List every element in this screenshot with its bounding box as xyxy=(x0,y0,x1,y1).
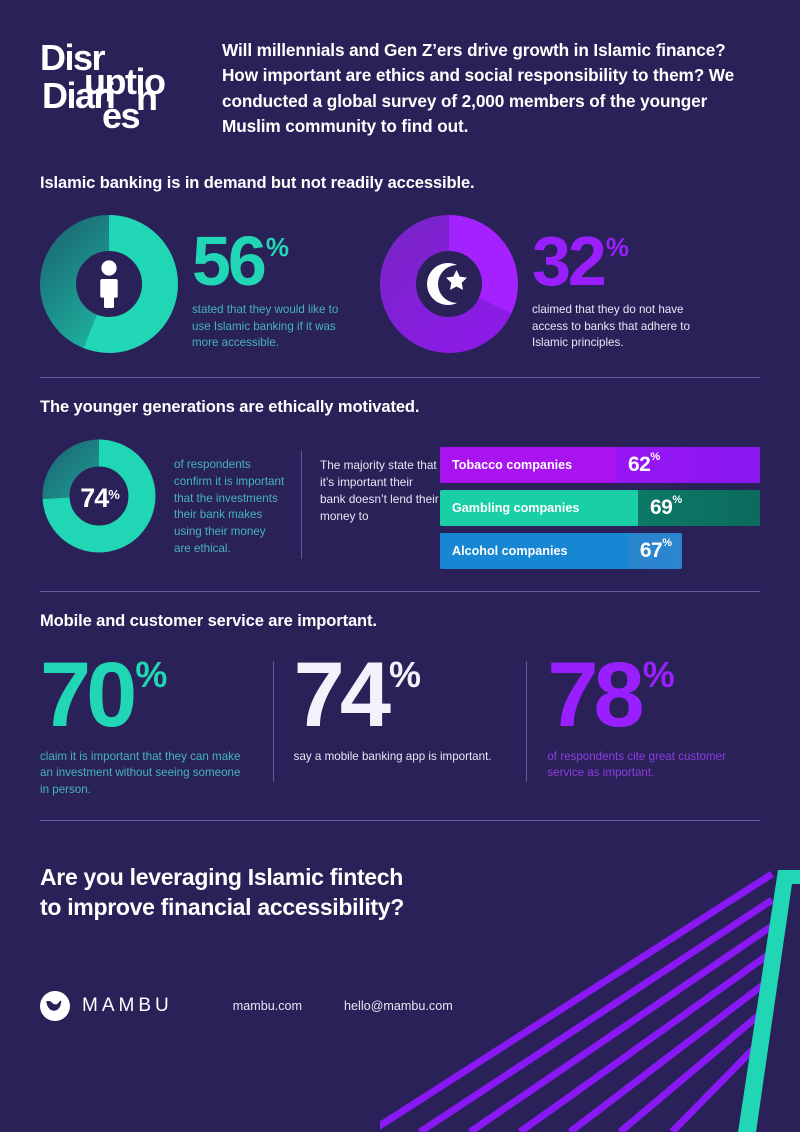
intro-paragraph: Will millennials and Gen Z’ers drive gro… xyxy=(222,40,735,137)
bar-value-tobacco: 62 % xyxy=(616,447,760,483)
stat-card-74b: 74 % say a mobile banking app is importa… xyxy=(293,644,507,798)
donut-chart-32 xyxy=(380,215,518,353)
section3-vertical-rule-1 xyxy=(272,661,274,782)
bar-value-number-tobacco: 62 xyxy=(628,453,651,476)
stat-74b-number: 74 xyxy=(293,644,391,746)
divider-1 xyxy=(40,377,760,378)
donut-74-caption: of respondents confirm it is important t… xyxy=(174,458,285,555)
bar-row-gambling: Gambling companies 69 % xyxy=(440,490,760,526)
divider-2 xyxy=(40,591,760,592)
section3-stats: 70 % claim it is important that they can… xyxy=(0,644,800,798)
bar-value-sign-tobacco: % xyxy=(650,451,661,463)
section2-heading: The younger generations are ethically mo… xyxy=(40,398,420,416)
section2-lead-in: The majority state that it’s important t… xyxy=(320,458,439,524)
donut-chart-74: 74 % xyxy=(40,437,160,560)
stat-32-caption: claimed that they do not have access to … xyxy=(532,303,690,350)
bar-value-sign-gambling: % xyxy=(672,494,683,506)
stat-74b-value-group: 74 % xyxy=(293,644,507,746)
donut-74-number: 74 xyxy=(80,483,109,513)
website-link[interactable]: mambu.com xyxy=(232,998,303,1013)
bar-value-sign-alcohol: % xyxy=(662,537,672,549)
donut-74-label: 74 % xyxy=(40,437,160,560)
disruption-diaries-logo: Disr uptio n Diari es xyxy=(40,28,200,140)
stat-card-70: 70 % claim it is important that they can… xyxy=(40,644,253,798)
stat-32-value-group: 32 % xyxy=(532,222,692,300)
stat-32-side: 32 % claimed that they do not have acces… xyxy=(518,215,692,352)
stat-32-number: 32 xyxy=(532,222,607,300)
section1-heading: Islamic banking is in demand but not rea… xyxy=(40,174,475,192)
bar-label-tobacco: Tobacco companies xyxy=(440,447,616,483)
mambu-wordmark: MAMBU xyxy=(82,994,173,1016)
section2-vertical-rule xyxy=(301,451,302,559)
stat-78-percent-sign: % xyxy=(642,654,675,695)
bar-value-gambling: 69 % xyxy=(638,490,760,526)
cta-heading: Are you leveraging Islamic fintech to im… xyxy=(0,863,800,923)
divider-3 xyxy=(40,819,760,821)
svg-text:Diari: Diari xyxy=(42,75,115,116)
stat-74b-caption: say a mobile banking app is important. xyxy=(293,749,492,763)
donut-chart-56 xyxy=(40,215,178,353)
bar-label-gambling: Gambling companies xyxy=(440,490,638,526)
email-link[interactable]: hello@mambu.com xyxy=(344,998,453,1013)
svg-text:n: n xyxy=(136,77,157,118)
stat-56-percent-sign: % xyxy=(265,232,289,262)
stat-70-caption: claim it is important that they can make… xyxy=(40,749,241,796)
stat-56-value-group: 56 % xyxy=(192,222,352,300)
mambu-mark-icon xyxy=(40,990,70,1021)
donut-74-percent-sign: % xyxy=(108,487,120,502)
stat-78-value-group: 78 % xyxy=(547,644,760,746)
bar-value-number-gambling: 69 xyxy=(650,496,673,519)
stat-78-number: 78 xyxy=(547,644,644,746)
bar-row-alcohol: Alcohol companies 67 % xyxy=(440,533,682,569)
section2-content: 74 % of respondents confirm it is import… xyxy=(0,437,800,569)
stat-32-percent-sign: % xyxy=(605,232,629,262)
section1-stats: 56 % stated that they would like to use … xyxy=(0,215,800,353)
avoid-industries-bar-chart: Tobacco companies 62 % Gambling companie… xyxy=(440,437,760,569)
header: Disr uptio n Diari es Will millennials a… xyxy=(0,0,800,140)
footer: MAMBU mambu.com hello@mambu.com xyxy=(0,990,800,1021)
svg-text:es: es xyxy=(102,95,140,136)
stat-card-78: 78 % of respondents cite great customer … xyxy=(547,644,760,798)
section3-heading: Mobile and customer service are importan… xyxy=(40,612,377,630)
stat-70-value-group: 70 % xyxy=(40,644,253,746)
cta-line-2: to improve financial accessibility? xyxy=(40,893,405,920)
mambu-logo: MAMBU xyxy=(40,990,173,1021)
stat-74b-percent-sign: % xyxy=(389,654,422,695)
bar-value-number-alcohol: 67 xyxy=(639,539,663,562)
stat-56-side: 56 % stated that they would like to use … xyxy=(178,215,352,352)
stat-70-percent-sign: % xyxy=(135,654,168,695)
bar-label-alcohol: Alcohol companies xyxy=(440,533,628,569)
section3-vertical-rule-2 xyxy=(526,661,528,782)
stat-56-caption: stated that they would like to use Islam… xyxy=(192,303,339,350)
cta-line-1: Are you leveraging Islamic fintech xyxy=(40,863,404,890)
svg-text:Disr: Disr xyxy=(40,37,106,78)
bar-row-tobacco: Tobacco companies 62 % xyxy=(440,447,760,483)
svg-text:uptio: uptio xyxy=(84,61,165,102)
stat-card-56: 56 % stated that they would like to use … xyxy=(40,215,352,353)
stat-70-number: 70 xyxy=(40,644,137,746)
stat-card-32: 32 % claimed that they do not have acces… xyxy=(380,215,692,353)
stat-78-caption: of respondents cite great customer servi… xyxy=(547,749,726,780)
bar-value-alcohol: 67 % xyxy=(628,533,682,569)
stat-56-number: 56 xyxy=(192,222,267,300)
